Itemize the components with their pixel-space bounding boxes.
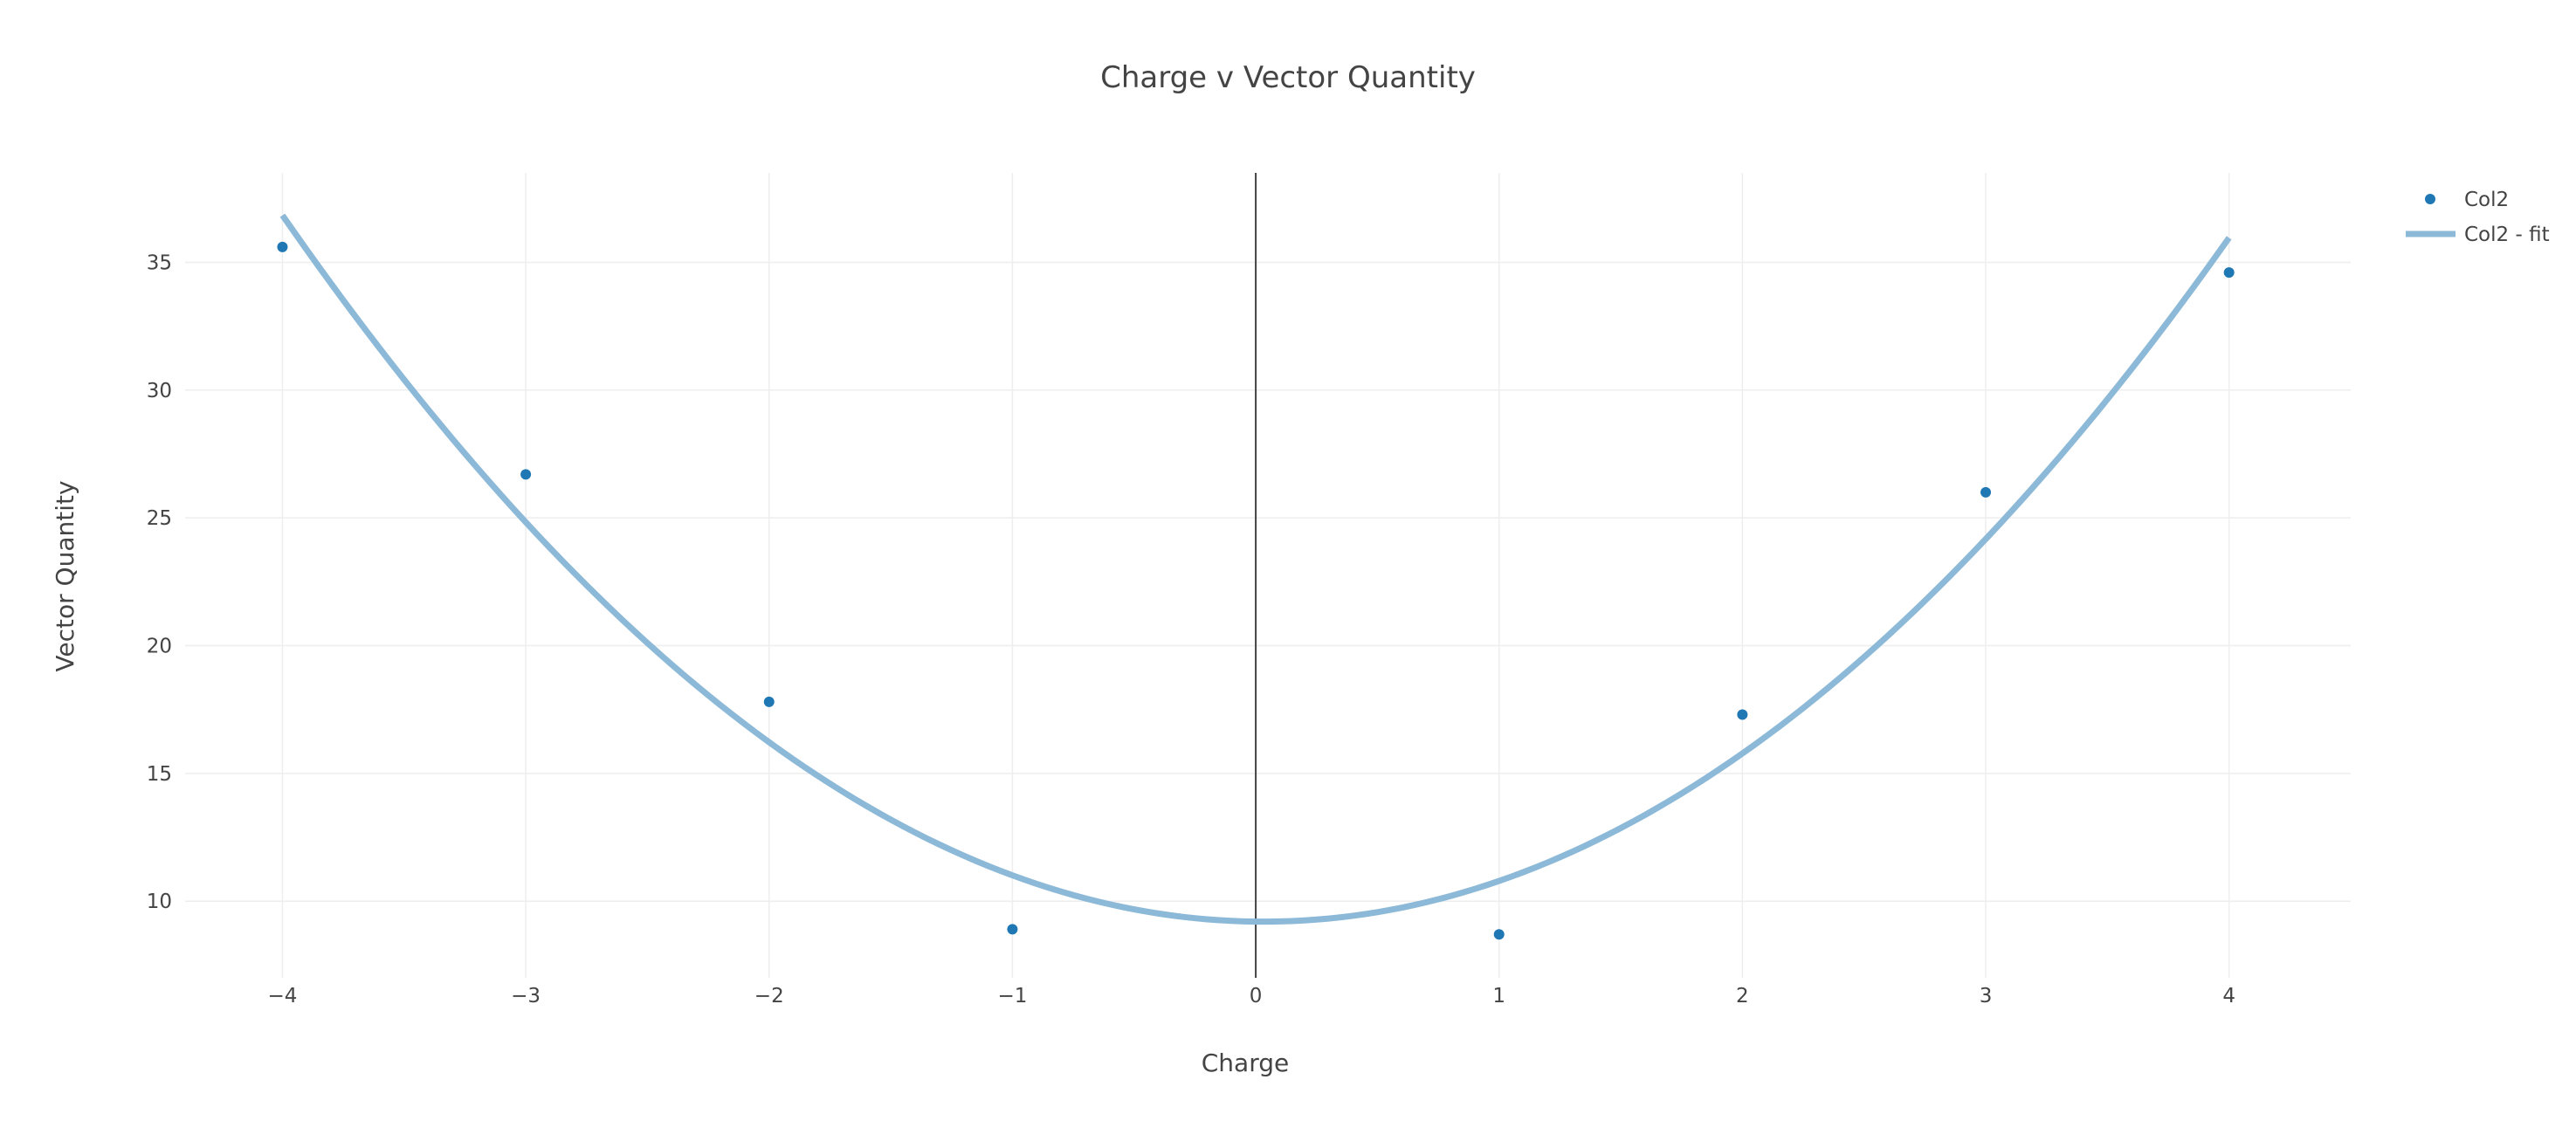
y-tick-label: 25 (147, 507, 172, 530)
legend[interactable]: Col2 Col2 - fit (2406, 189, 2550, 246)
data-point[interactable] (1493, 929, 1505, 940)
plot-area (185, 173, 2351, 978)
grid (185, 173, 2351, 978)
point-series (277, 241, 2235, 940)
fit-curve (279, 213, 2232, 925)
x-tick-label: 0 (1250, 985, 1263, 1008)
legend-item-fit[interactable]: Col2 - fit (2406, 224, 2550, 246)
y-tick-label: 30 (147, 380, 172, 402)
legend-item-points[interactable]: Col2 (2425, 189, 2509, 211)
legend-label-fit: Col2 - fit (2464, 224, 2550, 246)
x-tick-label: 2 (1736, 985, 1749, 1008)
data-point[interactable] (1737, 709, 1748, 720)
x-tick-label: 3 (1980, 985, 1993, 1008)
x-tick-label: −2 (754, 985, 784, 1008)
data-point[interactable] (277, 241, 288, 252)
y-tick-label: 10 (147, 891, 172, 913)
x-tick-label: 4 (2222, 985, 2235, 1008)
chart-title: Charge v Vector Quantity (1100, 60, 1476, 95)
x-tick-label: −3 (511, 985, 541, 1008)
x-axis-title: Charge (1202, 1049, 1289, 1077)
legend-marker-points (2425, 194, 2435, 204)
data-point[interactable] (2223, 267, 2235, 279)
y-tick-label: 15 (147, 763, 172, 786)
y-tick-label: 20 (147, 635, 172, 657)
x-tick-label: −4 (268, 985, 298, 1008)
x-axis-ticks: −4 −3 −2 −1 0 1 2 3 4 (268, 985, 2235, 1008)
legend-label-points: Col2 (2464, 189, 2509, 211)
x-tick-label: 1 (1492, 985, 1505, 1008)
data-point[interactable] (763, 696, 775, 707)
x-tick-label: −1 (997, 985, 1027, 1008)
data-point[interactable] (1980, 486, 1992, 498)
y-axis-ticks: 10 15 20 25 30 35 (147, 251, 172, 913)
data-point[interactable] (520, 469, 532, 480)
y-tick-label: 35 (147, 251, 172, 274)
data-point[interactable] (1007, 924, 1018, 935)
y-axis-title: Vector Quantity (51, 480, 79, 671)
fit-series (279, 213, 2232, 925)
